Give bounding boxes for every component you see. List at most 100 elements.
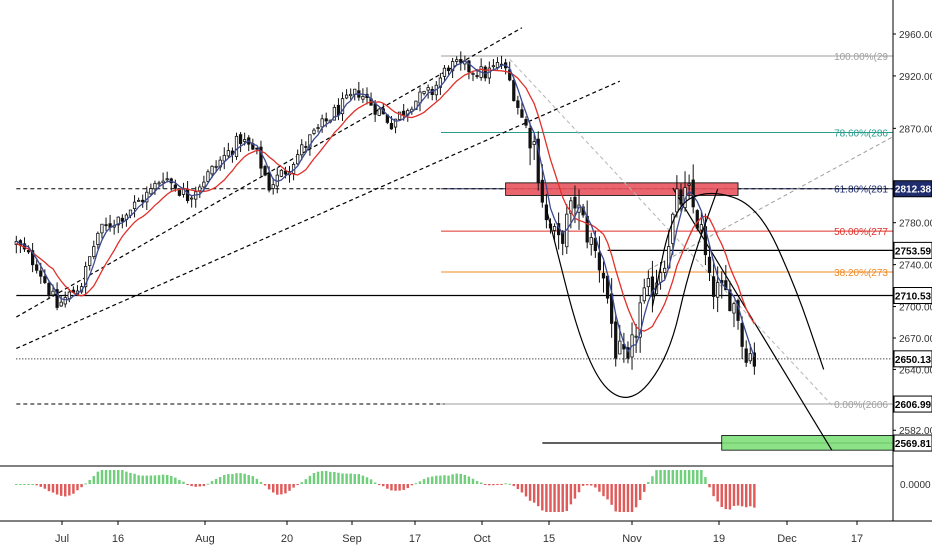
oscillator-bar [182, 481, 185, 484]
oscillator-bar [516, 484, 520, 490]
price-label-box [893, 350, 932, 368]
oscillator-bar [231, 474, 234, 484]
oscillator-bar [153, 475, 157, 484]
oscillator-bar [382, 484, 385, 487]
time-tick-label: Jul [55, 533, 69, 545]
oscillator-bar [712, 484, 715, 497]
oscillator-bar [455, 473, 458, 484]
oscillator-bar [337, 472, 340, 484]
oscillator-bar [655, 470, 658, 484]
oscillator-bar [418, 481, 422, 484]
oscillator-bar [394, 484, 397, 491]
candle-body [552, 226, 557, 231]
oscillator-bar [618, 484, 622, 512]
oscillator-bar [210, 481, 214, 484]
oscillator-bar [300, 482, 303, 484]
time-tick-label: 17 [409, 533, 421, 545]
oscillator-bar [598, 484, 601, 492]
oscillator-bar [573, 484, 577, 499]
oscillator-bar [720, 484, 723, 508]
oscillator-bar [92, 476, 96, 484]
oscillator-bar [365, 477, 369, 484]
oscillator-bar [398, 484, 401, 491]
resistance-zone [505, 182, 739, 196]
candle-body [55, 289, 59, 308]
time-tick-label: 15 [543, 533, 555, 545]
oscillator-bar [43, 484, 47, 489]
oscillator-bar [157, 475, 161, 484]
oscillator-bar [19, 484, 22, 485]
time-tick-label: 20 [281, 533, 293, 545]
oscillator-bar [532, 484, 536, 503]
oscillator-bar [251, 476, 255, 484]
candle-body [88, 256, 92, 266]
candle-body [104, 224, 108, 227]
candle-body [336, 104, 341, 116]
oscillator-bar [549, 484, 552, 512]
oscillator-bar [239, 473, 242, 484]
price-label-box [893, 434, 932, 452]
candle-body [467, 60, 471, 73]
oscillator-bar [369, 479, 373, 484]
oscillator-bar [51, 484, 55, 493]
candle-body [173, 184, 177, 189]
candle-body [679, 189, 683, 205]
oscillator-bar [732, 484, 736, 506]
candle-body [389, 122, 394, 130]
oscillator-bar [247, 475, 250, 484]
fib-level-label: 50.00%(277 [834, 227, 888, 238]
time-tick-label: 17 [851, 533, 863, 545]
gray-dashed-line [648, 136, 894, 271]
candle-body [165, 178, 169, 181]
oscillator-bar [304, 479, 308, 484]
candle-body [716, 282, 720, 298]
oscillator-bar [284, 484, 287, 494]
price-label-text: 2753.59 [895, 246, 932, 257]
candle-body [324, 118, 328, 122]
price-tick-label: 2700.00 [899, 303, 932, 314]
price-tick-label: 2740.00 [899, 261, 932, 272]
candle-body [116, 216, 120, 226]
axes [0, 0, 932, 522]
price-label-text: 2569.81 [895, 439, 932, 450]
oscillator-bar [659, 470, 662, 484]
oscillator-bar [316, 471, 320, 484]
oscillator-bar [104, 470, 108, 484]
oscillator-bar [675, 470, 679, 484]
candle-body [271, 184, 275, 189]
candle-body [589, 237, 593, 245]
candle-body [259, 146, 263, 169]
candle-body [279, 169, 283, 177]
oscillator-bar [610, 484, 613, 505]
pattern-curves [545, 188, 825, 398]
candle-body [243, 139, 247, 142]
candle-body [198, 186, 202, 192]
price-tick-label: 2670.00 [899, 334, 932, 345]
oscillator-bar [581, 484, 585, 486]
candle-body [393, 118, 398, 128]
candle-body [422, 90, 426, 94]
trend-lines [16, 27, 894, 451]
candle-body [573, 196, 577, 209]
candle-body [132, 201, 137, 210]
candle-body [748, 353, 752, 362]
oscillator-bar [190, 484, 193, 487]
oscillator-bar [31, 484, 34, 485]
oscillator-bar [683, 470, 687, 484]
candle-body [120, 217, 124, 222]
oscillator-bar [361, 475, 365, 484]
oscillator-bar [125, 471, 128, 484]
oscillator-bar [679, 470, 683, 484]
price-label-box [893, 395, 932, 413]
oscillator-bar [296, 484, 299, 486]
candle-body [475, 75, 479, 77]
oscillator-bar [141, 475, 144, 484]
candle-body [426, 87, 430, 91]
candle-body [658, 272, 663, 283]
candle-body [626, 347, 630, 359]
oscillator-bar [630, 484, 634, 512]
oscillator-bar [626, 484, 630, 512]
oscillator-bar [585, 484, 589, 486]
oscillator-bar [667, 470, 670, 484]
candle-body [373, 103, 377, 115]
